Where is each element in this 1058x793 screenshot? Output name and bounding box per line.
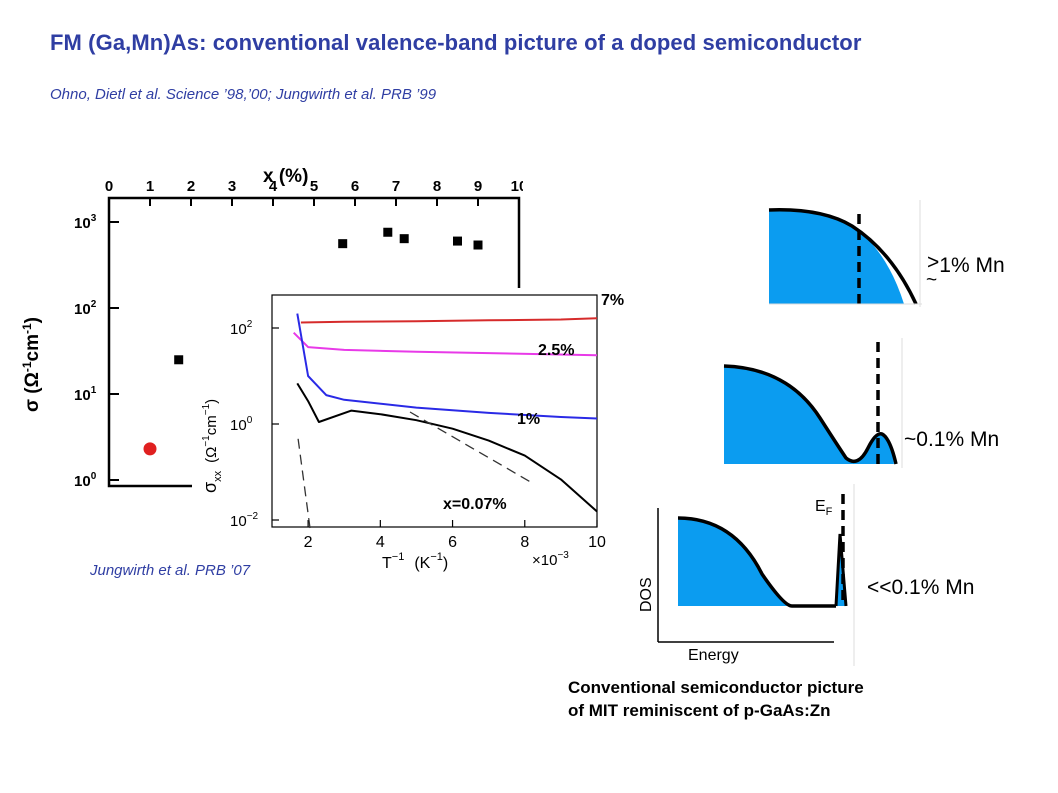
outer-ylabel: σ (Ω-1cm-1) bbox=[20, 317, 43, 412]
outer-square-point bbox=[174, 355, 184, 365]
inset-series-line bbox=[300, 317, 598, 324]
inset-series-line bbox=[292, 331, 598, 357]
outer-x-tick-label: 4 bbox=[269, 178, 278, 195]
dos-panel-mid bbox=[708, 338, 904, 468]
inset-xlabel: T−1 (K−1) bbox=[382, 551, 448, 572]
dos-band-fill-low bbox=[678, 518, 792, 606]
outer-x-tick-label: 1 bbox=[146, 178, 154, 195]
citation-top: Ohno, Dietl et al. Science ’98,’00; Jung… bbox=[50, 86, 437, 103]
outer-square-point bbox=[453, 236, 462, 246]
mn-label-high: >1% Mn bbox=[927, 251, 1005, 277]
outer-y-ticks: 103 102 101 100 bbox=[74, 213, 119, 490]
label-7pct: 7% bbox=[601, 292, 625, 309]
citation-bottom: Jungwirth et al. PRB ’07 bbox=[90, 562, 251, 579]
outer-x-tick-label: 5 bbox=[310, 178, 318, 195]
label-0-07pct: x=0.07% bbox=[443, 496, 507, 513]
outer-x-tick-label: 10 bbox=[511, 178, 523, 195]
outer-red-point bbox=[143, 442, 157, 456]
outer-square-point bbox=[383, 227, 393, 237]
outer-x-tick-label: 3 bbox=[228, 178, 236, 195]
dos-panel-high bbox=[752, 200, 922, 307]
dos-band-fill-mid bbox=[724, 366, 894, 464]
inset-series-line bbox=[296, 382, 598, 513]
outer-x-tick-label: 7 bbox=[392, 178, 400, 195]
slide-title: FM (Ga,Mn)As: conventional valence-band … bbox=[50, 30, 862, 55]
inset-y-tick-label: 102 bbox=[230, 319, 253, 338]
mn-label-high-tilde: ~ bbox=[926, 270, 938, 291]
outer-x-tick-label: 0 bbox=[105, 178, 113, 195]
outer-x-tick-label: 8 bbox=[433, 178, 441, 195]
inset-x-tick-label: 10 bbox=[588, 534, 606, 551]
outer-y-tick-label: 100 bbox=[74, 471, 97, 490]
inset-y-tick-label: 100 bbox=[230, 415, 253, 434]
mn-label-mid: ~0.1% Mn bbox=[904, 428, 1000, 451]
inset-conductivity-plot: 102 100 10−2 2 4 6 8 10 ×10−3 T−1 (K−1) σxx(Ω−1… bbox=[192, 288, 606, 578]
dos-panel-low: EF DOS Energy bbox=[634, 484, 856, 666]
inset-x-multiplier: ×10−3 bbox=[532, 550, 569, 569]
outer-y-tick-label: 101 bbox=[74, 385, 97, 404]
dos-ylabel: DOS bbox=[638, 577, 655, 612]
dos-curve-high bbox=[768, 208, 918, 305]
inset-ylabel: σxx(Ω−1cm−1) bbox=[200, 399, 224, 493]
label-2-5pct: 2.5% bbox=[538, 342, 575, 359]
inset-y-tick-label: 10−2 bbox=[230, 511, 259, 530]
inset-x-tick-label: 8 bbox=[520, 534, 529, 551]
outer-x-tick-label: 6 bbox=[351, 178, 359, 195]
inset-x-ticks: 2 4 6 8 10 bbox=[304, 520, 606, 551]
caption-line-2: of MIT reminiscent of p-GaAs:Zn bbox=[568, 701, 831, 720]
dos-xlabel: Energy bbox=[688, 647, 739, 664]
inset-series-line bbox=[296, 313, 598, 420]
mn-label-low: <<0.1% Mn bbox=[867, 576, 975, 599]
outer-x-ticks: 0 1 2 3 4 5 6 7 8 9 10 bbox=[105, 178, 523, 206]
inset-series-lines bbox=[292, 313, 598, 513]
outer-x-tick-label: 2 bbox=[187, 178, 195, 195]
label-1pct: 1% bbox=[517, 411, 541, 428]
dos-curve-low bbox=[677, 516, 836, 608]
caption: Conventional semiconductor picture of MI… bbox=[568, 676, 864, 722]
outer-square-point bbox=[338, 239, 348, 249]
outer-y-tick-label: 103 bbox=[74, 213, 97, 232]
inset-x-tick-label: 4 bbox=[376, 534, 385, 551]
dos-band-fill-high bbox=[769, 209, 904, 304]
fermi-level-label: EF bbox=[815, 498, 833, 518]
outer-square-point bbox=[473, 240, 483, 250]
inset-dashed-guide-high bbox=[409, 411, 535, 485]
outer-x-tick-label: 9 bbox=[474, 178, 482, 195]
outer-xlabel: x (%) bbox=[263, 166, 308, 187]
inset-x-tick-label: 6 bbox=[448, 534, 457, 551]
inset-x-tick-label: 2 bbox=[304, 534, 313, 551]
outer-square-point bbox=[399, 234, 409, 244]
dos-curve-mid bbox=[723, 364, 898, 465]
caption-line-1: Conventional semiconductor picture bbox=[568, 678, 864, 697]
inset-y-ticks: 102 100 10−2 bbox=[230, 319, 279, 530]
outer-y-tick-label: 102 bbox=[74, 299, 97, 318]
